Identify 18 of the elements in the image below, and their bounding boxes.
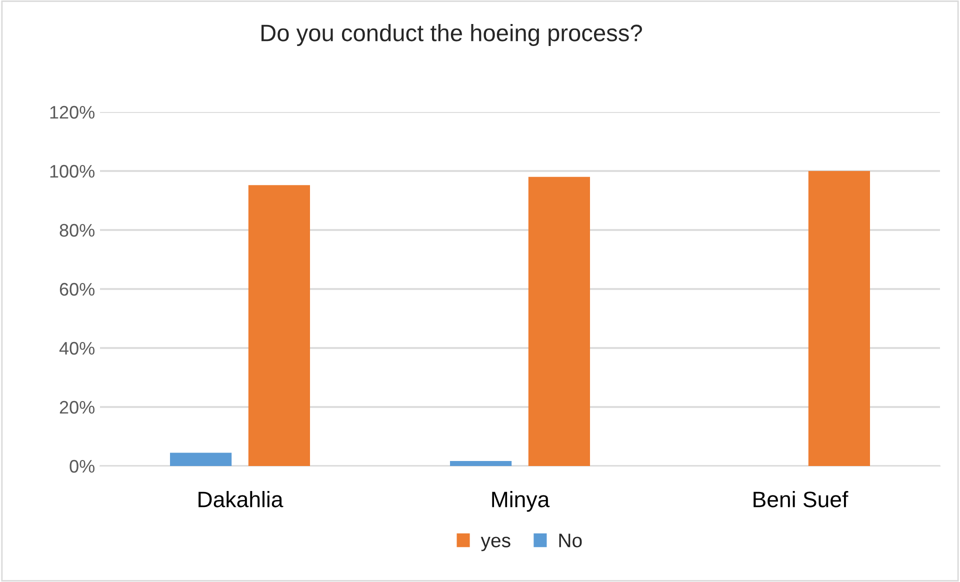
bar	[808, 171, 870, 466]
x-tick-label: Beni Suef	[754, 491, 848, 508]
y-tick-label: 60%	[60, 282, 94, 296]
y-tick-label: 100%	[50, 164, 94, 178]
x-tick-label: Dakahlia	[198, 491, 284, 508]
y-tick-label: 120%	[50, 106, 94, 119]
chart-title: Do you conduct the hoeing process?	[262, 24, 642, 46]
bar	[170, 452, 232, 466]
y-tick-label: 80%	[60, 224, 94, 237]
legend-label: No	[559, 534, 582, 548]
y-tick-label: 0%	[70, 460, 94, 473]
legend-label: yes	[480, 536, 510, 552]
y-tick-label: 20%	[60, 400, 94, 414]
y-tick-label: 40%	[59, 342, 94, 355]
x-tick-label: Minya	[492, 491, 550, 512]
bar	[248, 185, 310, 466]
bar	[528, 176, 590, 466]
bar	[450, 460, 512, 466]
